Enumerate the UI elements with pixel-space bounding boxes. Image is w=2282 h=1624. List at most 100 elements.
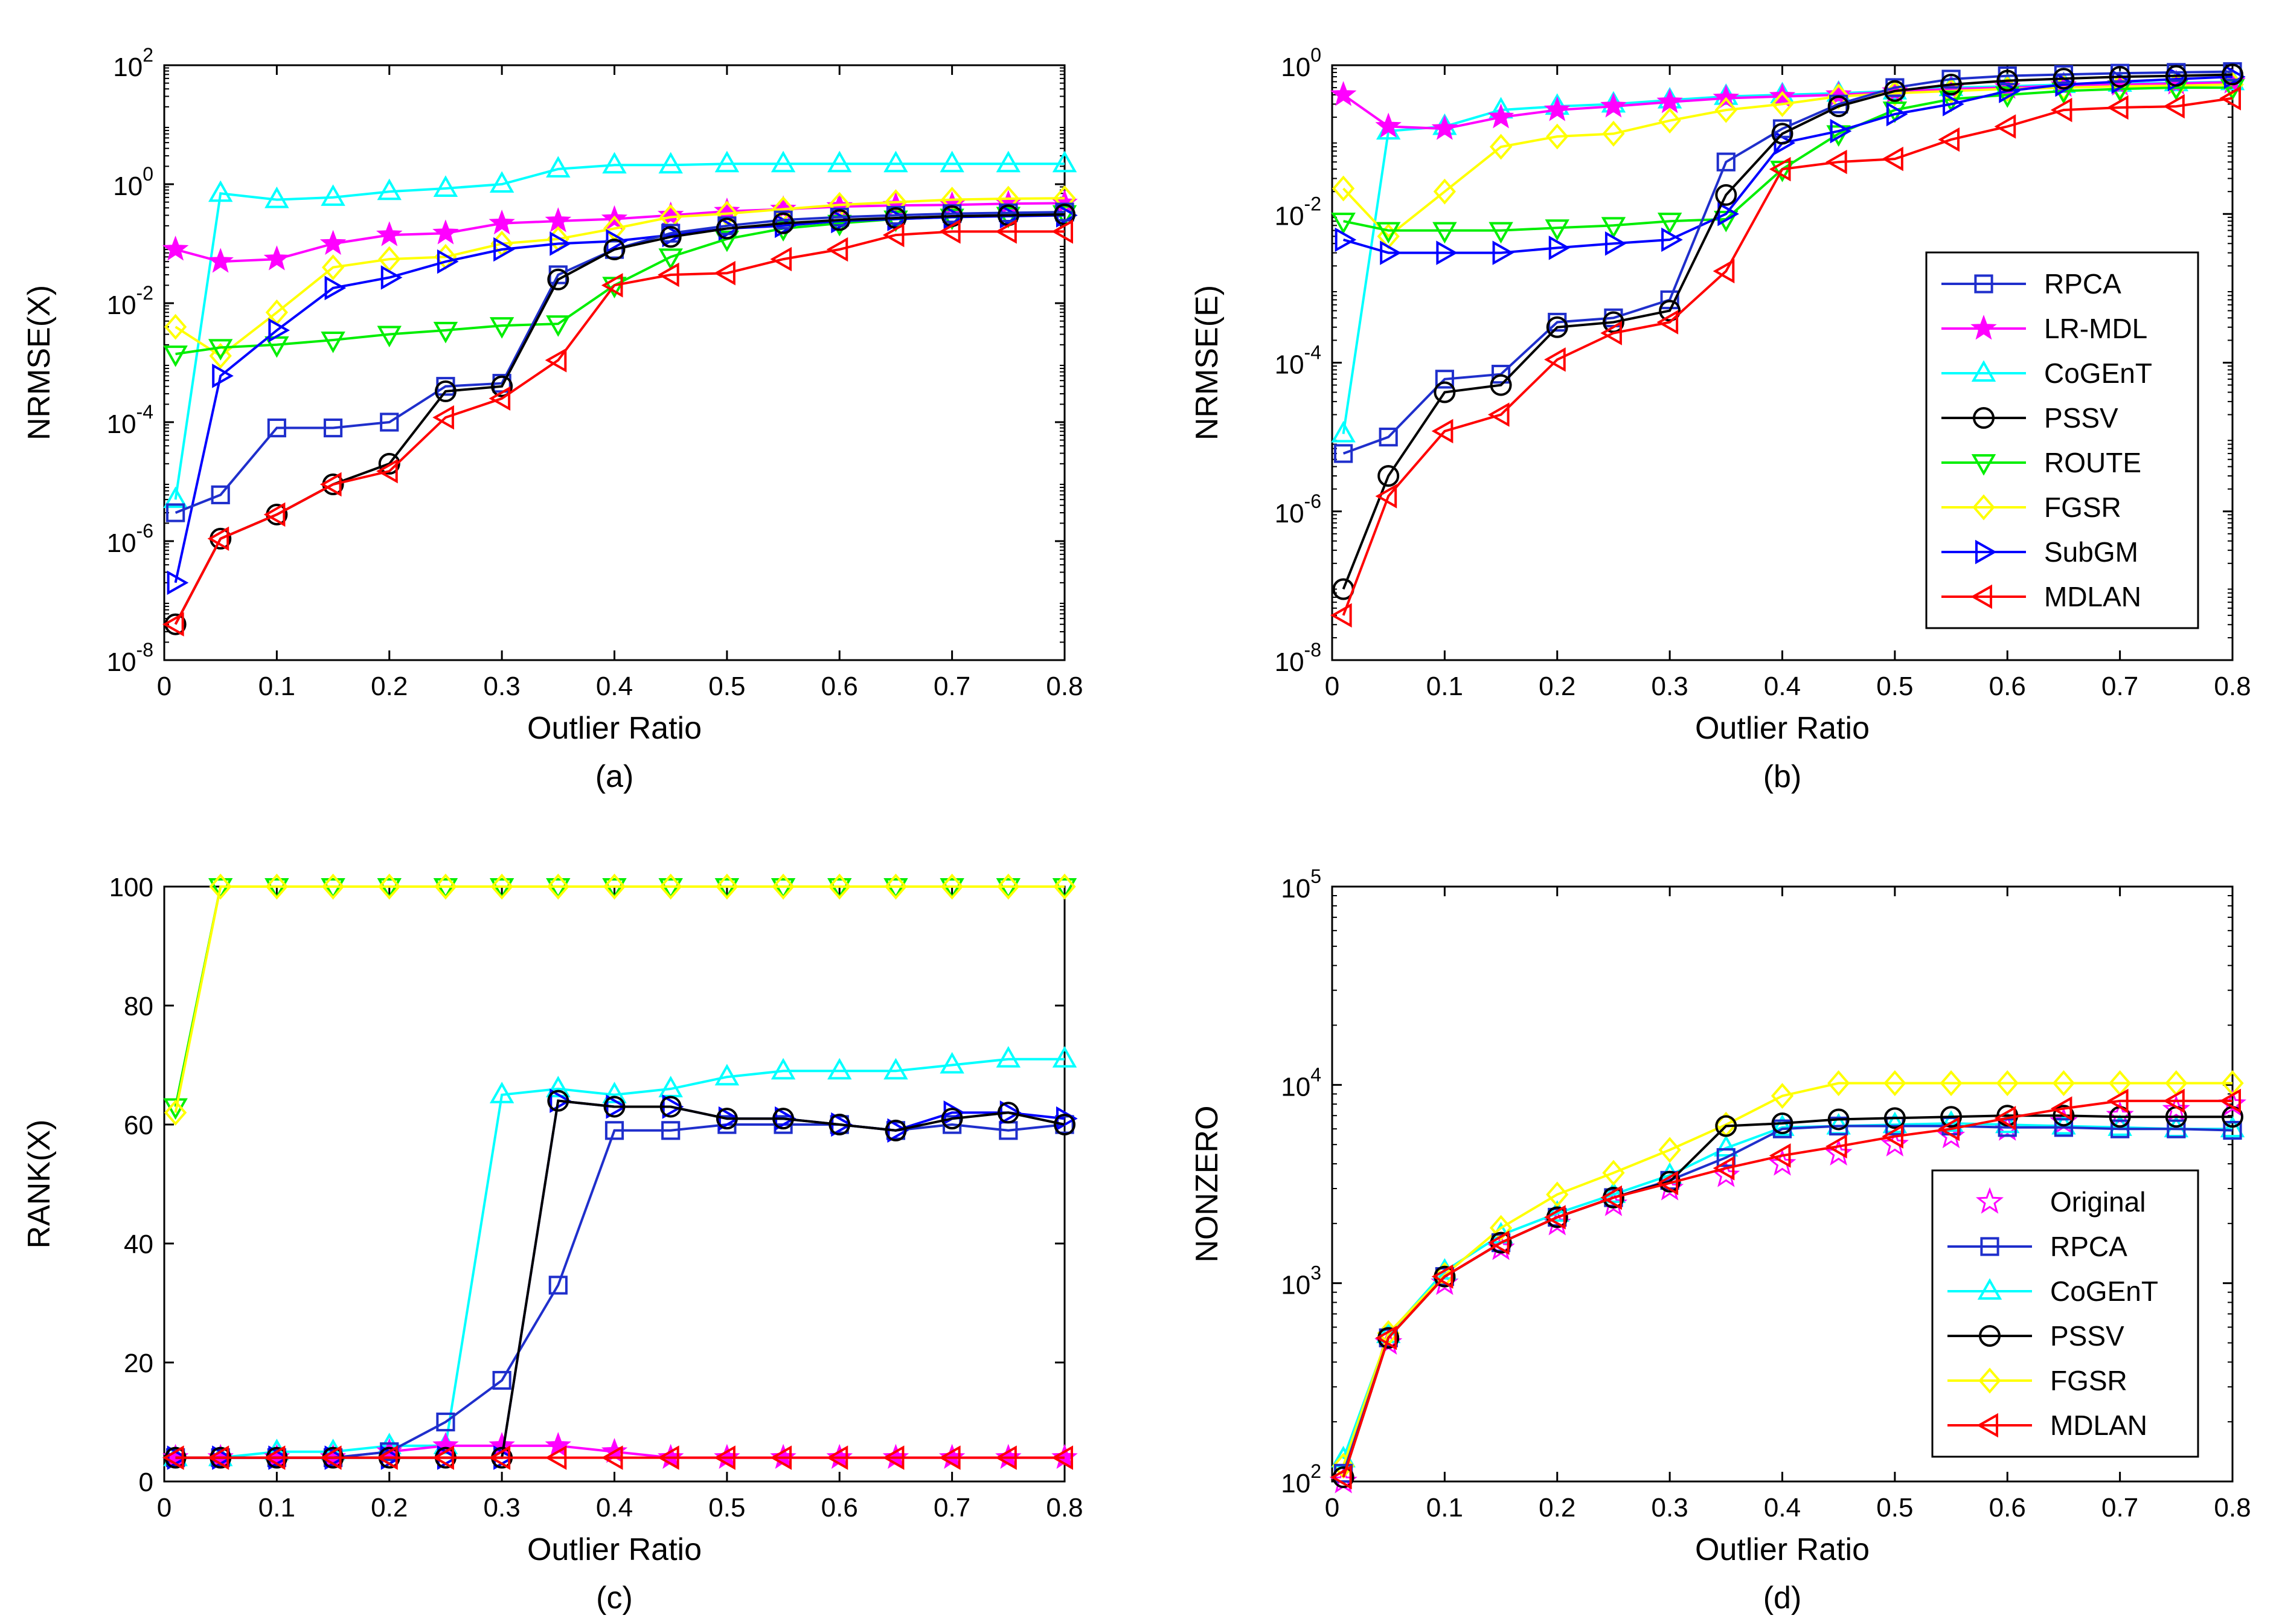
- data-point-rpca: [380, 412, 399, 432]
- x-tick-label: 0.5: [708, 672, 745, 701]
- data-point-cogent: [163, 486, 188, 509]
- data-point-lr-mdl: [376, 221, 403, 246]
- x-axis-label: Outlier Ratio: [527, 1532, 702, 1567]
- data-point-subgm: [1492, 240, 1514, 265]
- legend-label: CoGEnT: [2050, 1276, 2158, 1307]
- data-point-pssv: [1827, 95, 1850, 118]
- data-point-mdlan: [1431, 1264, 1453, 1289]
- data-point-pssv: [547, 268, 569, 290]
- x-tick-label: 0.6: [1989, 672, 2026, 701]
- y-tick-base: 10: [1281, 1271, 1310, 1300]
- legend-marker: [1976, 1413, 1998, 1438]
- data-point-subgm: [1999, 79, 2021, 103]
- data-point-subgm: [1717, 202, 1739, 226]
- chart-panel-b: 0 0.1 0.2 0.3 0.4 0.5 0.6 0.7 0.810-810-610-410-…: [1190, 44, 2251, 794]
- data-point-cogent: [602, 152, 627, 174]
- data-point-route: [377, 878, 402, 900]
- data-point-mdlan: [826, 237, 848, 262]
- data-point-pssv: [716, 217, 738, 240]
- y-tick-exponent: 2: [1310, 1460, 1321, 1482]
- data-point-original: [1768, 1149, 1796, 1176]
- data-point-pssv: [772, 1108, 795, 1130]
- y-tick-base: 10: [1275, 350, 1304, 380]
- x-tick-label: 0.2: [1539, 672, 1575, 701]
- data-point-route: [489, 317, 514, 339]
- data-point-mdlan: [995, 219, 1017, 244]
- legend-label: CoGEnT: [2044, 358, 2152, 389]
- data-point-mdlan: [2219, 1088, 2241, 1114]
- data-point-cogent: [996, 150, 1021, 173]
- y-tick-label: 0: [139, 1468, 153, 1497]
- data-point-route: [658, 248, 683, 271]
- x-tick-label: 0.7: [2101, 1493, 2138, 1523]
- data-point-subgm: [167, 570, 189, 595]
- legend-label: RPCA: [2044, 268, 2121, 300]
- y-tick-base: 10: [1275, 647, 1304, 677]
- x-tick-label: 0: [157, 1493, 171, 1523]
- data-point-mdlan: [489, 386, 511, 411]
- data-point-route: [996, 878, 1021, 900]
- data-point-pssv: [547, 1090, 569, 1112]
- data-point-mdlan: [432, 1445, 454, 1470]
- data-point-pssv: [1940, 73, 1963, 95]
- data-point-fgsr: [1771, 91, 1794, 117]
- data-point-mdlan: [1600, 1185, 1622, 1210]
- series-mdlan: [1330, 1088, 2241, 1490]
- data-point-subgm: [1886, 101, 1908, 127]
- legend-entry: Original: [1975, 1186, 2146, 1218]
- data-point-pssv: [1434, 381, 1456, 403]
- data-point-mdlan: [207, 1445, 229, 1470]
- data-point-fgsr: [940, 873, 964, 900]
- data-point-mdlan: [1544, 347, 1566, 372]
- data-point-route: [602, 878, 627, 900]
- data-point-subgm: [1943, 92, 1964, 117]
- data-point-cogent: [714, 150, 740, 173]
- data-point-rpca: [661, 1121, 681, 1140]
- data-point-pssv: [603, 239, 626, 261]
- data-point-subgm: [1335, 227, 1357, 252]
- y-tick-exponent: -8: [136, 639, 153, 661]
- data-point-lr-mdl: [1769, 82, 1796, 108]
- data-point-mdlan: [1713, 258, 1735, 284]
- data-point-pssv: [1054, 204, 1075, 226]
- data-point-mdlan: [2106, 1088, 2129, 1114]
- y-tick-label: 20: [124, 1349, 153, 1378]
- data-point-mdlan: [995, 1445, 1017, 1470]
- x-tick-label: 0.5: [1876, 672, 1913, 701]
- data-point-route: [433, 321, 458, 344]
- data-point-mdlan: [882, 222, 905, 248]
- data-point-route: [1052, 878, 1077, 900]
- legend-label: MDLAN: [2044, 581, 2141, 612]
- y-tick-label: 102: [113, 44, 153, 82]
- data-point-pssv: [997, 1102, 1019, 1124]
- data-point-mdlan: [2163, 1088, 2185, 1114]
- x-tick-label: 0.1: [1426, 672, 1463, 701]
- data-point-subgm: [212, 364, 234, 388]
- y-axis-label: NONZERO: [1190, 1106, 1225, 1263]
- data-point-pssv: [1883, 1107, 1906, 1129]
- legend-entry: PSSV: [1947, 1320, 2124, 1352]
- data-point-cogent: [1331, 420, 1356, 443]
- x-tick-label: 0.1: [258, 1493, 295, 1523]
- series-layer: [162, 873, 1078, 1470]
- x-tick-label: 0.6: [821, 1493, 858, 1523]
- data-point-pssv: [1940, 1106, 1963, 1128]
- legend-entry: MDLAN: [1941, 581, 2141, 612]
- data-point-mdlan: [1825, 1134, 1847, 1159]
- legend-entry: PSSV: [1941, 402, 2118, 434]
- data-point-route: [1545, 219, 1569, 241]
- data-point-pssv: [2053, 68, 2075, 90]
- y-tick-label: 10-4: [107, 401, 153, 439]
- data-point-mdlan: [1882, 146, 1903, 172]
- data-point-mdlan: [2219, 86, 2241, 111]
- data-point-fgsr: [884, 873, 908, 900]
- data-point-subgm: [1380, 240, 1402, 265]
- data-point-pssv: [491, 375, 513, 397]
- data-point-pssv: [659, 1096, 682, 1118]
- y-tick-label: 10-6: [107, 520, 153, 558]
- series-cogent: [163, 150, 1077, 509]
- data-point-fgsr: [1332, 175, 1355, 202]
- y-tick-label: 100: [113, 163, 153, 201]
- data-point-subgm: [493, 237, 515, 262]
- data-point-cogent: [940, 150, 964, 173]
